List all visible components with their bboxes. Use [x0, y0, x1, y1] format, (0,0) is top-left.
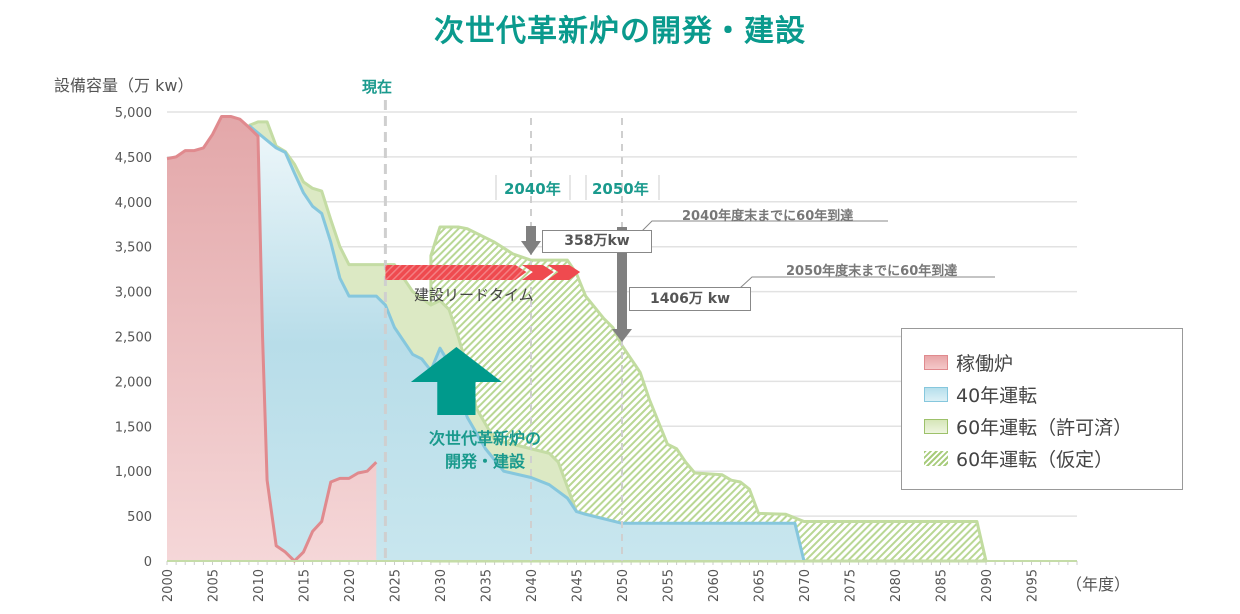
legend-swatch-blue [924, 387, 948, 402]
legend-item-operating: 稼働炉 [924, 349, 1013, 376]
callout-2050-value: 1406万 kw [629, 287, 751, 311]
svg-text:3,500: 3,500 [115, 241, 152, 256]
legend-swatch-hatch [924, 451, 948, 466]
svg-text:2000: 2000 [161, 569, 176, 602]
legend-item-60yr-licensed: 60年運転（許可済） [924, 413, 1132, 440]
legend-swatch-red [924, 355, 948, 370]
y-axis-label: 設備容量（万 kw） [54, 76, 194, 95]
legend-label: 40年運転 [956, 385, 1038, 407]
legend-item-40yr: 40年運転 [924, 381, 1037, 408]
y-axis-ticks: 0 500 1,000 1,500 2,000 2,500 3,000 3,500 4,000 4… [115, 106, 152, 570]
svg-text:2060: 2060 [707, 569, 722, 602]
svg-text:2085: 2085 [935, 569, 950, 602]
svg-text:2,500: 2,500 [115, 331, 152, 346]
svg-text:4,500: 4,500 [115, 151, 152, 166]
development-label-line2: 開発・建設 [444, 452, 525, 471]
svg-text:2055: 2055 [662, 569, 677, 602]
svg-text:2,000: 2,000 [115, 375, 152, 390]
svg-text:1,500: 1,500 [115, 420, 152, 435]
callout-2040-note: 2040年度末までに60年到達 [682, 209, 854, 224]
svg-text:2025: 2025 [389, 569, 404, 602]
callout-2040-value: 358万kw [542, 230, 652, 253]
svg-text:1,000: 1,000 [115, 465, 152, 480]
legend-item-60yr-assumed: 60年運転（仮定） [924, 445, 1113, 472]
svg-text:3,000: 3,000 [115, 286, 152, 301]
callout-2050-note: 2050年度末までに60年到達 [786, 264, 958, 279]
annotation-overlays [383, 100, 995, 563]
svg-text:2015: 2015 [298, 569, 313, 602]
marker-2040-label: 2040年 [504, 180, 561, 198]
svg-text:2030: 2030 [434, 569, 449, 602]
development-label-line1: 次世代革新炉の [428, 429, 541, 448]
x-axis-unit: （年度） [1066, 575, 1131, 594]
marker-2050-label: 2050年 [592, 180, 649, 198]
svg-text:2020: 2020 [343, 569, 358, 602]
svg-text:2095: 2095 [1026, 569, 1041, 602]
svg-text:2070: 2070 [798, 569, 813, 602]
development-label: 次世代革新炉の 開発・建設 [405, 427, 565, 473]
legend-swatch-green [924, 419, 948, 434]
legend-label: 60年運転（仮定） [956, 449, 1114, 471]
svg-text:2045: 2045 [571, 569, 586, 602]
svg-text:2040: 2040 [525, 569, 540, 602]
legend-label: 稼働炉 [956, 353, 1014, 375]
svg-text:500: 500 [127, 510, 152, 525]
legend-label: 60年運転（許可済） [956, 417, 1133, 439]
svg-text:5,000: 5,000 [115, 106, 152, 121]
svg-text:2090: 2090 [980, 569, 995, 602]
series-areas [166, 114, 1077, 563]
svg-text:2035: 2035 [480, 569, 495, 602]
svg-text:0: 0 [144, 555, 152, 570]
now-label: 現在 [362, 78, 393, 96]
svg-text:2065: 2065 [753, 569, 768, 602]
svg-text:2010: 2010 [252, 569, 267, 602]
svg-text:4,000: 4,000 [115, 196, 152, 211]
lead-time-label: 建設リードタイム [414, 286, 534, 304]
svg-text:2080: 2080 [889, 569, 904, 602]
svg-text:2005: 2005 [207, 569, 222, 602]
svg-text:2075: 2075 [844, 569, 859, 602]
x-axis-ticks: 2000 2005 2010 2015 2020 2025 2030 2035 2040 2045… [161, 561, 1078, 602]
legend: 稼働炉 40年運転 60年運転（許可済） 60年運転（仮定） [901, 328, 1183, 490]
chart-title: 次世代革新炉の開発・建設 [434, 14, 806, 49]
svg-text:2050: 2050 [616, 569, 631, 602]
